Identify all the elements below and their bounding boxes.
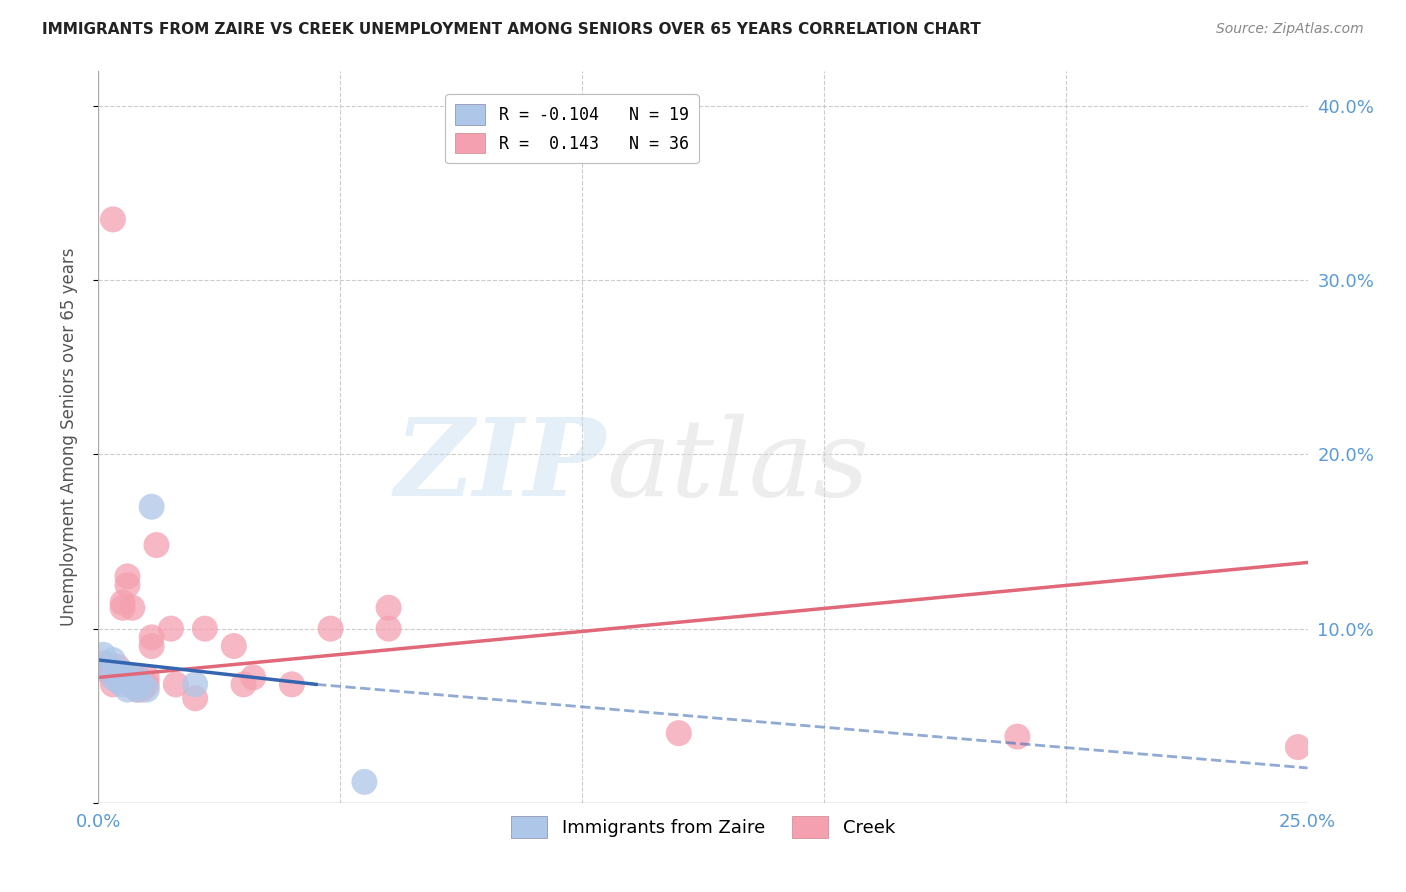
Y-axis label: Unemployment Among Seniors over 65 years: Unemployment Among Seniors over 65 years <box>59 248 77 626</box>
Point <box>319 622 342 636</box>
Point <box>127 682 149 697</box>
Point <box>165 677 187 691</box>
Point <box>91 657 114 671</box>
Point <box>141 631 163 645</box>
Point <box>281 677 304 691</box>
Point <box>117 578 139 592</box>
Point <box>111 600 134 615</box>
Text: atlas: atlas <box>606 414 869 519</box>
Point <box>111 665 134 680</box>
Point <box>194 622 217 636</box>
Point <box>184 677 207 691</box>
Point <box>377 600 399 615</box>
Point <box>377 622 399 636</box>
Point <box>107 660 129 674</box>
Point <box>101 670 124 684</box>
Point <box>111 677 134 691</box>
Point <box>107 665 129 680</box>
Point <box>135 677 157 691</box>
Point <box>97 665 120 680</box>
Point <box>117 569 139 583</box>
Point <box>111 595 134 609</box>
Point <box>135 670 157 684</box>
Point <box>101 212 124 227</box>
Point <box>117 682 139 697</box>
Point <box>107 673 129 688</box>
Point <box>127 682 149 697</box>
Point <box>91 648 114 662</box>
Point <box>101 677 124 691</box>
Point <box>1007 730 1029 744</box>
Point <box>121 673 143 688</box>
Point <box>184 691 207 706</box>
Point <box>107 670 129 684</box>
Text: Source: ZipAtlas.com: Source: ZipAtlas.com <box>1216 22 1364 37</box>
Point <box>131 682 153 697</box>
Point <box>127 677 149 691</box>
Point <box>353 775 375 789</box>
Point <box>97 660 120 674</box>
Point <box>121 677 143 691</box>
Point <box>135 682 157 697</box>
Point <box>127 670 149 684</box>
Point <box>131 677 153 691</box>
Point <box>242 670 264 684</box>
Point <box>160 622 183 636</box>
Point <box>117 670 139 684</box>
Legend: Immigrants from Zaire, Creek: Immigrants from Zaire, Creek <box>503 808 903 845</box>
Point <box>121 677 143 691</box>
Point <box>222 639 245 653</box>
Point <box>1286 740 1309 755</box>
Point <box>101 653 124 667</box>
Point <box>131 673 153 688</box>
Point <box>121 600 143 615</box>
Text: ZIP: ZIP <box>395 413 606 519</box>
Point <box>141 639 163 653</box>
Text: IMMIGRANTS FROM ZAIRE VS CREEK UNEMPLOYMENT AMONG SENIORS OVER 65 YEARS CORRELAT: IMMIGRANTS FROM ZAIRE VS CREEK UNEMPLOYM… <box>42 22 981 37</box>
Point <box>121 670 143 684</box>
Point <box>668 726 690 740</box>
Point <box>232 677 254 691</box>
Point <box>141 500 163 514</box>
Point <box>145 538 167 552</box>
